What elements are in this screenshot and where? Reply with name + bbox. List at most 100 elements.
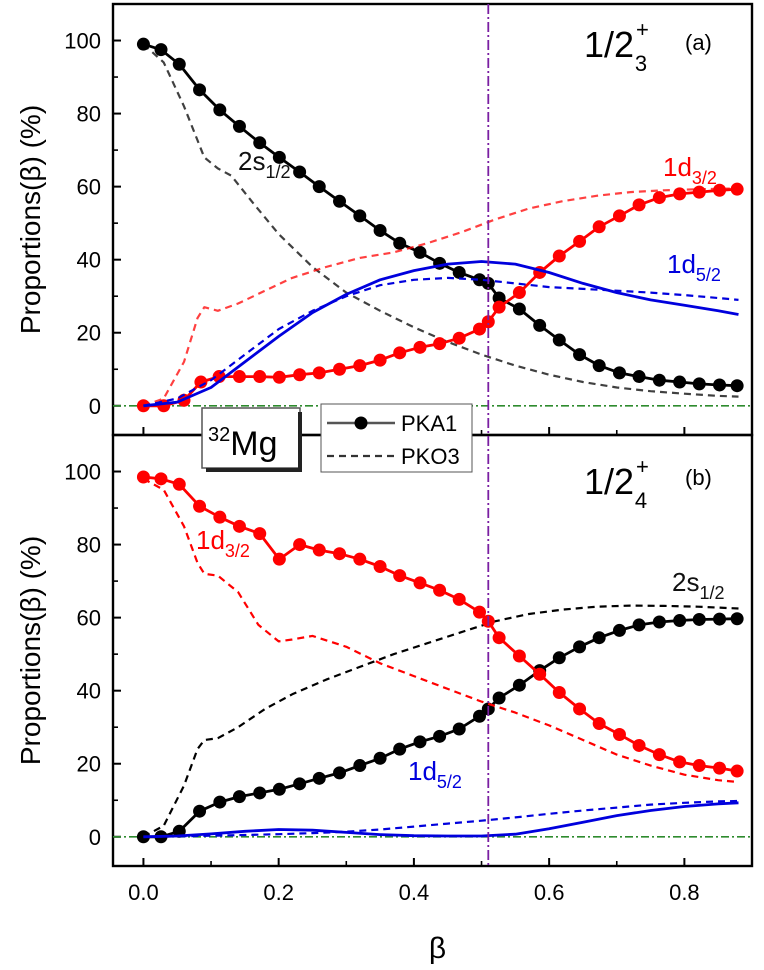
data-point — [472, 322, 486, 336]
data-point — [393, 346, 407, 360]
orbital-label-main: 2s — [238, 146, 265, 176]
data-point — [592, 717, 606, 731]
y-axis-label: Proportions(β) (%) — [15, 536, 46, 765]
data-point — [652, 748, 666, 762]
data-point — [373, 559, 387, 573]
data-point — [512, 302, 526, 316]
panel-tag: (a) — [685, 30, 712, 55]
data-point — [452, 265, 466, 279]
series-line — [143, 801, 739, 839]
y-tick-label: 100 — [64, 460, 101, 485]
data-point — [413, 340, 427, 354]
data-point — [652, 615, 666, 629]
data-point — [293, 538, 307, 552]
data-point — [552, 249, 566, 263]
state-label: 1/2+ 4 — [584, 454, 649, 513]
x-tick-label: 0.4 — [399, 880, 430, 905]
series-line — [142, 604, 739, 838]
series-line — [143, 799, 739, 838]
data-point — [393, 236, 407, 250]
data-point — [533, 667, 547, 681]
orbital-label: 2s1/2 — [672, 567, 725, 603]
nucleus-label: 32Mg — [208, 424, 277, 463]
data-point — [452, 722, 466, 736]
data-point — [213, 510, 227, 524]
data-point — [652, 191, 666, 205]
y-tick-label: 60 — [77, 606, 101, 631]
y-tick-label: 0 — [89, 825, 101, 850]
orbital-label: 1d5/2 — [667, 249, 721, 285]
data-point — [373, 223, 387, 237]
data-point — [573, 702, 587, 716]
orbital-label: 1d5/2 — [408, 756, 462, 792]
panel-tag: (b) — [685, 465, 712, 490]
data-point — [353, 759, 367, 773]
data-point — [154, 472, 168, 486]
state-label-sup: + — [636, 454, 649, 479]
plot-frame — [111, 2, 754, 437]
data-point — [193, 804, 207, 818]
y-tick-label: 60 — [77, 175, 101, 200]
nucleus-box — [201, 407, 301, 469]
data-point — [713, 761, 727, 775]
data-point — [333, 547, 347, 561]
y-tick-label: 0 — [89, 394, 101, 419]
data-point — [512, 649, 526, 663]
data-point — [253, 786, 267, 800]
orbital-label-sub: 5/2 — [696, 265, 721, 285]
data-point — [373, 751, 387, 765]
x-tick-label: 0.0 — [128, 880, 159, 905]
data-point — [172, 477, 186, 491]
series-line — [143, 260, 739, 408]
data-point — [612, 209, 626, 223]
data-point — [272, 370, 286, 384]
x-axis: 0.0 0.2 0.4 0.6 0.8 β — [128, 880, 700, 965]
data-point — [272, 150, 286, 164]
data-point — [232, 370, 246, 384]
series-line — [142, 477, 739, 784]
data-point — [312, 180, 326, 194]
orbital-label-sub: 3/2 — [692, 168, 717, 188]
y-tick-label: 100 — [64, 29, 101, 54]
data-point — [154, 43, 168, 57]
data-point — [413, 245, 427, 259]
data-point — [713, 183, 727, 197]
data-point — [472, 709, 486, 723]
data-point — [612, 728, 626, 742]
data-point — [652, 373, 666, 387]
series-line — [143, 187, 739, 407]
y-tick-label: 80 — [77, 102, 101, 127]
data-point — [713, 612, 727, 626]
data-point — [592, 359, 606, 373]
data-point — [673, 755, 687, 769]
data-point — [533, 318, 547, 332]
data-point — [213, 103, 227, 117]
data-point — [393, 742, 407, 756]
data-point — [232, 790, 246, 804]
state-label: 1/2+ 3 — [584, 17, 649, 76]
data-point — [512, 678, 526, 692]
orbital-label: 2s1/2 — [238, 146, 291, 182]
data-point — [213, 795, 227, 809]
x-tick-label: 0.2 — [263, 880, 294, 905]
y-tick-label: 20 — [77, 752, 101, 777]
data-point — [692, 759, 706, 773]
data-point — [573, 234, 587, 248]
state-label-main: 1/2 — [584, 24, 634, 65]
data-point — [293, 165, 307, 179]
orbital-label-main: 1d — [663, 152, 692, 182]
series-line — [142, 42, 738, 388]
data-point — [472, 605, 486, 619]
data-point — [632, 198, 646, 212]
data-point — [552, 651, 566, 665]
data-point — [592, 631, 606, 645]
data-point — [612, 366, 626, 380]
data-point — [552, 333, 566, 347]
data-point — [673, 614, 687, 628]
nucleus-element: Mg — [230, 425, 277, 463]
data-point — [194, 375, 208, 389]
data-point — [492, 300, 506, 314]
data-point — [433, 729, 447, 743]
data-point — [433, 337, 447, 351]
